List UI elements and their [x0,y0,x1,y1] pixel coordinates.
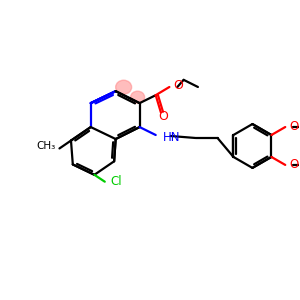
Text: O: O [289,158,298,171]
Text: O: O [289,119,298,133]
Text: O: O [158,110,168,123]
Text: O: O [173,80,183,92]
Text: HN: HN [163,131,180,145]
Ellipse shape [116,80,132,94]
Text: CH₃: CH₃ [36,142,56,152]
Ellipse shape [130,91,145,103]
Text: Cl: Cl [111,175,122,188]
